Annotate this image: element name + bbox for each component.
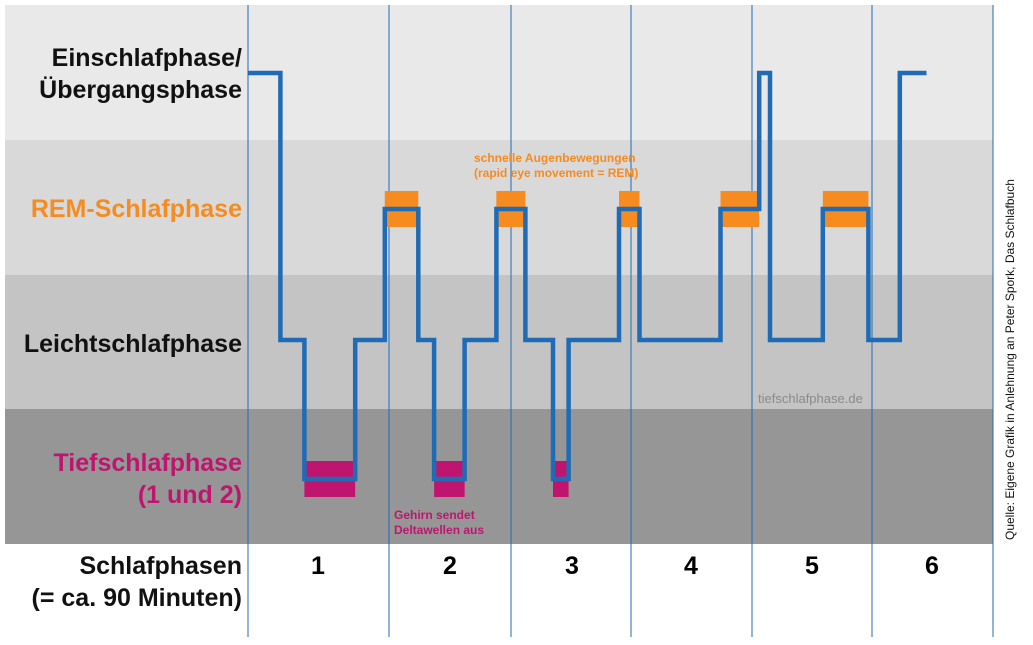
deep-annotation: Gehirn sendet Deltawellen aus	[394, 508, 484, 538]
watermark: tiefschlafphase.de	[758, 391, 863, 406]
band-wake	[5, 5, 993, 140]
stage-label-deep-line-1: Tiefschlafphase	[53, 449, 242, 477]
band-light	[5, 275, 993, 409]
rem-annotation-line-2: (rapid eye movement = REM)	[474, 166, 639, 180]
x-axis-label-line-2: (= ca. 90 Minuten)	[31, 584, 242, 612]
rem-annotation-line-1: schnelle Augenbewegungen	[474, 151, 636, 165]
stage-label-wake-line-2: Übergangsphase	[39, 76, 242, 104]
deep-annotation-line-2: Deltawellen aus	[394, 523, 485, 537]
cycle-label-6: 6	[925, 552, 939, 580]
hypnogram-line	[248, 70, 927, 482]
cycle-label-4: 4	[684, 552, 698, 580]
source-note: Quelle: Eigene Grafik in Anlehnung an Pe…	[1003, 179, 1017, 540]
stage-label-rem-line-1: REM-Schlafphase	[30, 195, 242, 223]
stage-label-rem: REM-Schlafphase	[0, 193, 242, 225]
stage-label-wake-line-1: Einschlafphase/	[51, 44, 242, 72]
stage-label-light: Leichtschlafphase	[0, 328, 242, 360]
stage-label-deep: Tiefschlafphase (1 und 2)	[0, 447, 242, 511]
x-axis-label: Schlafphasen (= ca. 90 Minuten)	[0, 550, 242, 614]
x-axis-label-line-1: Schlafphasen	[79, 552, 242, 580]
stage-label-deep-line-2: (1 und 2)	[137, 481, 242, 509]
cycle-label-3: 3	[565, 552, 579, 580]
cycle-label-1: 1	[311, 552, 325, 580]
stage-label-wake: Einschlafphase/ Übergangsphase	[0, 42, 242, 106]
band-deep	[5, 409, 993, 544]
deep-annotation-line-1: Gehirn sendet	[394, 508, 475, 522]
cycle-label-2: 2	[443, 552, 457, 580]
stage-label-light-line-1: Leichtschlafphase	[23, 330, 242, 358]
rem-annotation: schnelle Augenbewegungen (rapid eye move…	[474, 151, 638, 181]
cycle-label-5: 5	[805, 552, 819, 580]
